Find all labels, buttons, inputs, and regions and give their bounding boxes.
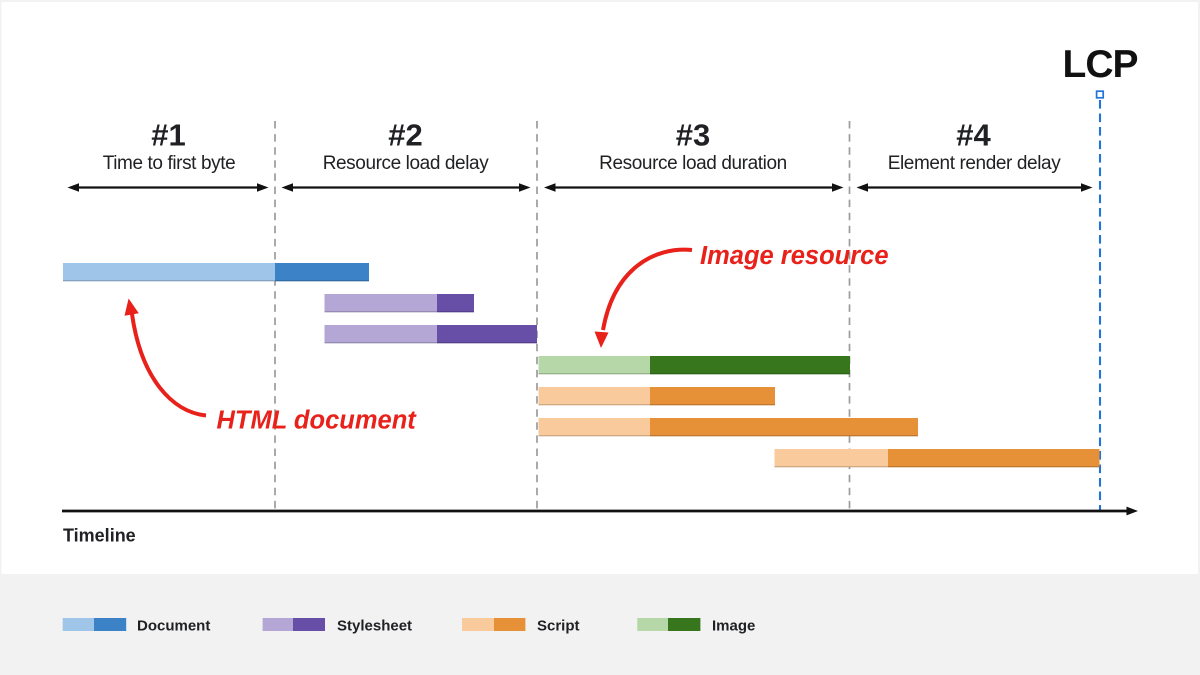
svg-text:#3: #3 — [676, 118, 710, 153]
svg-text:HTML document: HTML document — [217, 407, 418, 435]
svg-text:Script: Script — [537, 618, 580, 635]
svg-text:Stylesheet: Stylesheet — [337, 618, 412, 635]
svg-text:Document: Document — [137, 618, 210, 635]
svg-text:#4: #4 — [956, 118, 991, 153]
svg-text:#2: #2 — [388, 118, 422, 153]
svg-text:Image: Image — [712, 618, 755, 635]
svg-text:Time to first byte: Time to first byte — [103, 153, 236, 174]
svg-text:LCP: LCP — [1063, 43, 1138, 86]
svg-text:Resource load delay: Resource load delay — [323, 153, 490, 174]
svg-text:Image resource: Image resource — [700, 242, 889, 270]
svg-text:Element render delay: Element render delay — [888, 153, 1062, 174]
svg-text:#1: #1 — [151, 118, 185, 153]
svg-text:Timeline: Timeline — [63, 526, 136, 546]
svg-text:Resource load duration: Resource load duration — [599, 153, 787, 174]
